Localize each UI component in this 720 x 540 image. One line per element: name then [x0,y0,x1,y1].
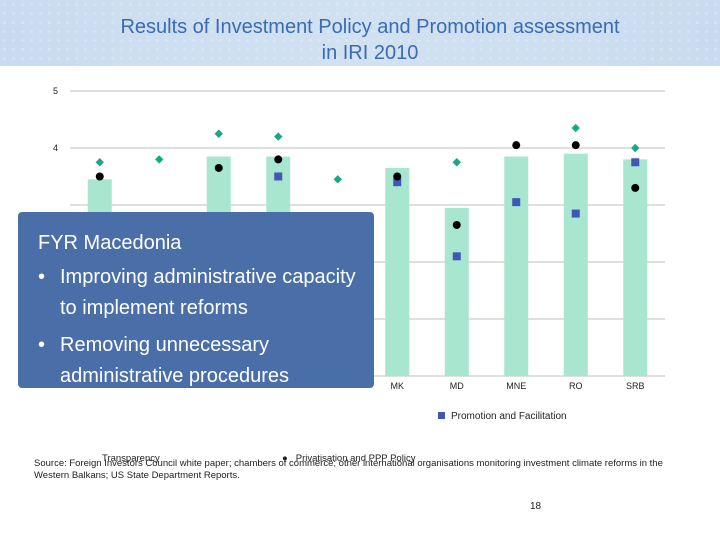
square-point [631,158,640,167]
legend-privatisation: ● Privatisation and PPP Policy [282,453,415,464]
circle-point [452,220,461,229]
y-tick-label: 5 [53,86,58,96]
banner-fade [0,0,720,66]
x-tick-label: MD [450,381,464,391]
callout-box: FYR Macedonia Improving administrative c… [18,212,374,388]
y-tick-label: 4 [53,143,58,153]
legend-transparency: Transparency [102,453,160,464]
legend-square-icon [438,412,445,419]
diamond-point [95,158,104,167]
square-point [393,178,402,187]
diamond-point [214,129,223,138]
callout-heading: FYR Macedonia [38,232,182,254]
diamond-point [274,132,283,141]
diamond-point [571,123,580,133]
circle-point [95,172,104,181]
bar [444,207,469,376]
callout-bullet-2: Removing unnecessary administrative proc… [28,330,368,392]
bar [504,156,529,376]
x-tick-label: RO [569,381,583,391]
square-point [571,209,580,218]
source-note: Source: Foreign Investors Council white … [34,458,663,481]
title-line-1: Results of Investment Policy and Promoti… [120,16,620,38]
bar [563,153,588,376]
callout-bullets: Improving administrative capacity to imp… [28,262,368,398]
page-number: 18 [530,501,542,512]
legend-promotion: Promotion and Facilitation [438,411,567,422]
circle-point [512,141,521,150]
diamond-point [333,175,342,184]
title-line-2: in IRI 2010 [321,42,419,64]
banner-pattern [0,0,720,66]
x-tick-label: MK [391,381,405,391]
circle-point [631,183,640,192]
square-point [452,252,461,261]
title-banner [0,0,720,66]
diamond-point [452,158,461,167]
legend-privatisation-label: Privatisation and PPP Policy [295,453,416,464]
legend-promotion-label: Promotion and Facilitation [451,411,567,422]
bar [623,159,648,376]
circle-point [274,155,283,164]
callout-bullet-1: Improving administrative capacity to imp… [28,262,368,324]
circle-point [214,163,223,172]
bar [385,167,410,376]
circle-point [393,172,402,181]
slide-title: Results of Investment Policy and Promoti… [60,14,680,66]
circle-point [571,141,580,150]
x-tick-label: SRB [626,381,645,391]
legend-circle-icon: ● [282,453,288,464]
diamond-point [631,143,640,153]
x-tick-label: MNE [506,381,526,391]
diamond-point [155,155,164,164]
square-point [512,198,521,207]
square-point [274,172,283,181]
